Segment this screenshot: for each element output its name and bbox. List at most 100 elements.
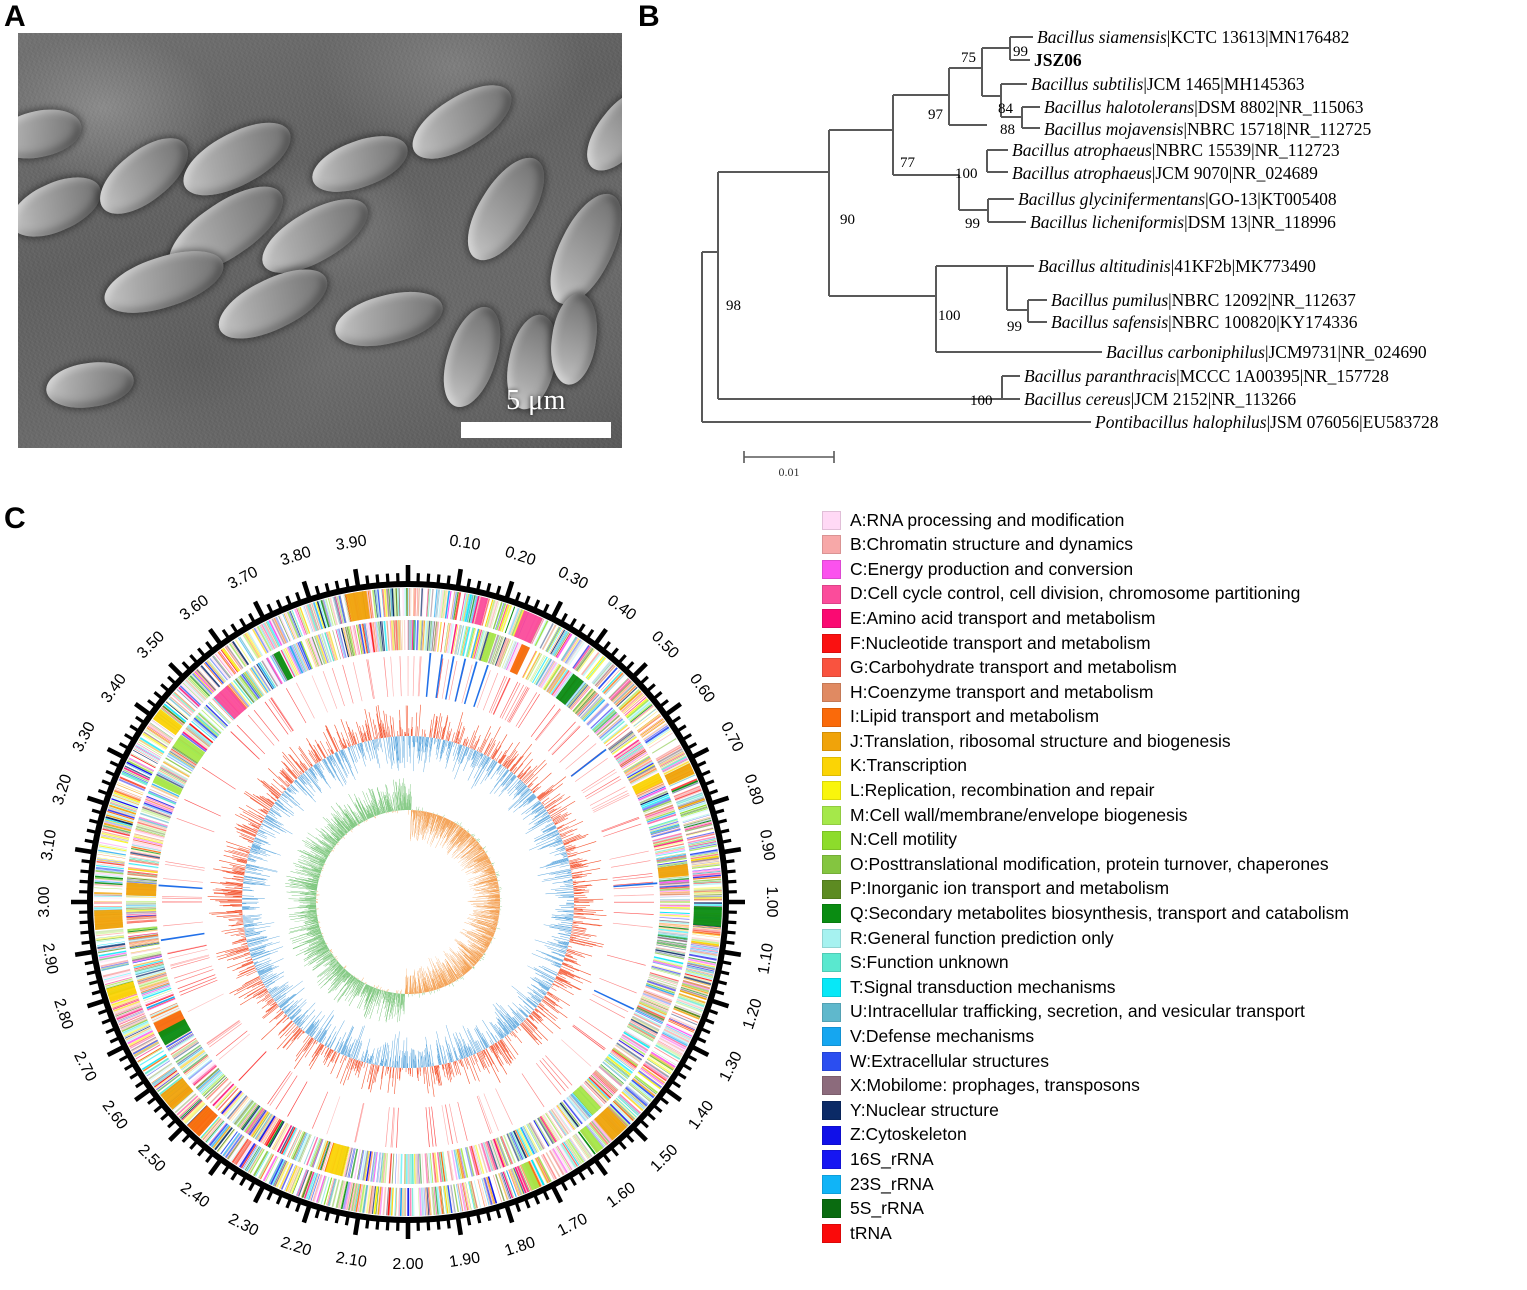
trna-feature — [482, 672, 499, 711]
gc-content-positive — [382, 727, 385, 738]
gc-skew-negative — [472, 842, 479, 847]
cds-feature — [688, 843, 717, 849]
gc-content-negative — [294, 780, 305, 791]
cds-feature — [114, 1003, 142, 1015]
gc-content-negative — [547, 941, 568, 948]
cds-feature — [521, 1126, 537, 1154]
cds-feature — [326, 631, 337, 661]
gc-skew-negative — [413, 810, 415, 826]
gc-content-negative — [526, 999, 537, 1008]
gc-content-positive — [293, 1038, 315, 1069]
gc-content-positive — [327, 1048, 332, 1057]
cds-feature — [622, 1089, 645, 1110]
genome-major-tick — [455, 568, 463, 587]
genome-minor-tick — [97, 789, 108, 796]
cds-feature — [583, 1082, 605, 1105]
gc-content-negative — [554, 889, 574, 891]
gc-content-positive — [223, 905, 243, 907]
gc-skew-positive — [410, 797, 412, 811]
cds-feature — [135, 827, 165, 837]
cds-feature — [640, 1067, 665, 1085]
cds-feature — [469, 595, 478, 624]
cds-feature — [418, 620, 422, 651]
trna-feature — [161, 901, 203, 903]
cds-feature — [685, 969, 714, 977]
cds-feature — [564, 1140, 581, 1165]
gc-skew-negative — [474, 858, 490, 867]
gc-content-positive — [262, 995, 271, 1002]
gc-content-positive — [547, 991, 571, 1006]
cds-feature — [644, 989, 673, 1001]
gc-content-positive — [234, 938, 247, 942]
gc-skew-negative — [416, 810, 421, 840]
gc-content-positive — [307, 1037, 313, 1045]
gc-content-negative — [552, 951, 566, 957]
cds-feature — [618, 688, 640, 710]
cds-feature — [135, 745, 161, 760]
gc-skew-negative — [491, 866, 493, 868]
cds-feature — [266, 620, 281, 647]
gc-content-positive — [361, 1061, 364, 1067]
cds-feature — [647, 980, 677, 990]
gc-content-negative — [516, 1012, 525, 1021]
genome-tick-label: 2.40 — [177, 1179, 212, 1211]
gc-content-negative — [252, 844, 262, 848]
genome-minor-tick — [91, 808, 102, 815]
trna-feature — [170, 955, 210, 967]
gc-content-negative — [283, 1009, 287, 1013]
gc-skew-negative — [435, 816, 442, 831]
gc-content-positive — [236, 978, 261, 992]
cds-feature — [516, 1165, 530, 1193]
gc-content-negative — [243, 882, 271, 887]
gc-content-negative — [548, 987, 551, 989]
gc-content-negative — [246, 864, 278, 873]
gc-skew-negative — [478, 847, 483, 851]
gc-content-negative — [507, 1019, 516, 1030]
gc-content-negative — [304, 1011, 322, 1033]
gc-content-positive — [570, 937, 574, 939]
cds-feature — [280, 1126, 296, 1155]
cds-feature — [159, 1076, 183, 1095]
cds-feature — [126, 1028, 153, 1043]
cds-feature — [144, 800, 173, 813]
cds-feature — [401, 620, 403, 651]
rrna-feature — [445, 656, 455, 700]
gc-content-positive — [573, 913, 584, 915]
cds-feature — [688, 838, 716, 845]
cds-feature — [455, 1183, 462, 1212]
cds-feature — [585, 655, 605, 679]
cds-feature — [611, 735, 637, 754]
gc-content-negative — [529, 992, 542, 1002]
gc-content-positive — [236, 860, 247, 864]
genome-minor-tick — [542, 1190, 550, 1201]
trna-feature — [476, 670, 491, 709]
cds-feature — [659, 898, 690, 901]
gc-content-negative — [282, 1000, 295, 1011]
cds-feature — [638, 1003, 667, 1018]
gc-content-positive — [573, 898, 604, 900]
gc-content-positive — [239, 835, 254, 842]
cds-feature — [574, 690, 596, 714]
gc-content-negative — [373, 739, 374, 741]
gc-content-negative — [357, 743, 360, 751]
gc-content-positive — [567, 849, 591, 857]
cds-feature — [401, 1187, 403, 1216]
cds-feature — [658, 876, 689, 881]
gc-content-negative — [504, 1024, 511, 1033]
cds-feature — [97, 945, 126, 951]
cds-feature — [134, 964, 165, 975]
gc-skew-negative — [425, 812, 430, 828]
bootstrap-value: 99 — [1013, 44, 1028, 60]
cds-feature — [692, 870, 721, 875]
cds-feature — [455, 1149, 462, 1179]
gc-content-positive — [476, 746, 480, 752]
cds-feature — [565, 1139, 583, 1165]
gc-content-positive — [340, 732, 348, 748]
gc-content-negative — [565, 919, 574, 921]
gc-content-negative — [457, 745, 463, 760]
trna-feature — [448, 660, 458, 701]
gc-content-positive — [266, 793, 277, 801]
cds-feature — [142, 987, 172, 1000]
cds-feature — [482, 1177, 491, 1206]
gc-content-positive — [563, 833, 589, 844]
